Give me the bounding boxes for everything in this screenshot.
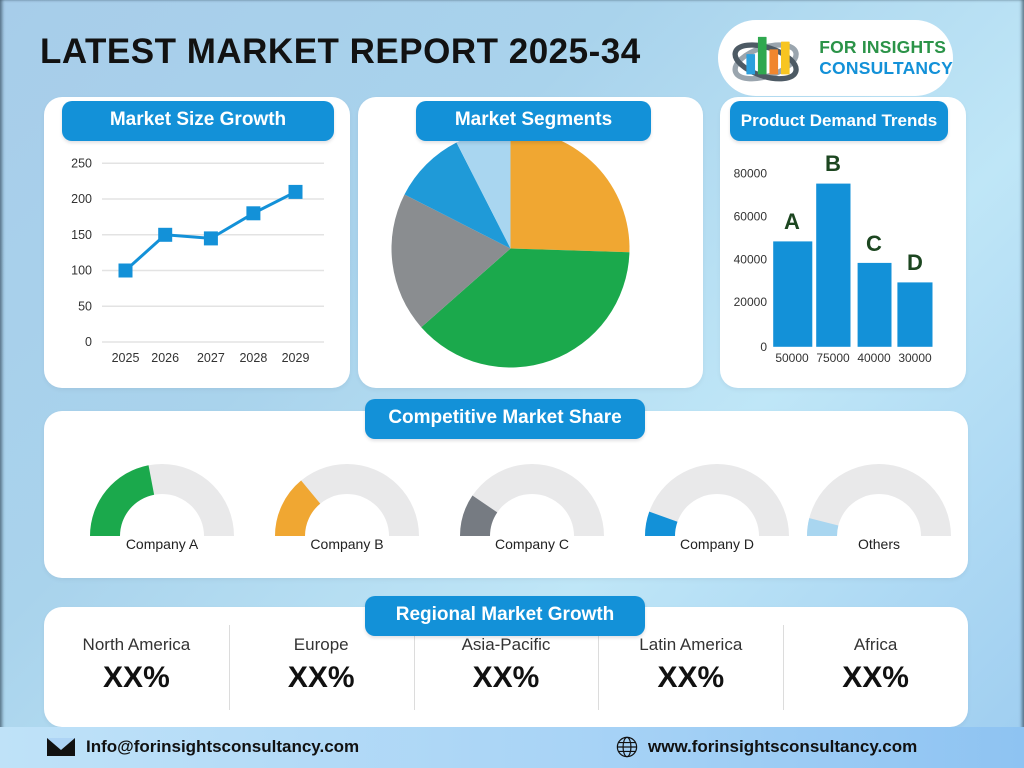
svg-text:250: 250 [71,156,92,170]
svg-text:150: 150 [71,228,92,242]
svg-text:0: 0 [760,340,767,354]
svg-text:20000: 20000 [734,295,768,309]
svg-text:30000: 30000 [898,351,932,365]
svg-text:2027: 2027 [197,351,225,365]
svg-text:0: 0 [85,335,92,349]
svg-text:2029: 2029 [282,351,310,365]
svg-text:2028: 2028 [239,351,267,365]
svg-text:2025: 2025 [112,351,140,365]
svg-text:A: A [784,209,800,234]
svg-text:50000: 50000 [775,351,809,365]
svg-text:100: 100 [71,264,92,278]
svg-text:D: D [907,250,923,275]
svg-text:200: 200 [71,192,92,206]
svg-text:C: C [866,231,882,256]
svg-text:75000: 75000 [816,351,850,365]
svg-text:B: B [825,151,841,176]
svg-text:60000: 60000 [734,209,768,223]
svg-text:2026: 2026 [151,351,179,365]
svg-text:40000: 40000 [857,351,891,365]
svg-text:40000: 40000 [734,252,768,266]
svg-text:50: 50 [78,299,92,313]
svg-text:80000: 80000 [734,167,768,181]
